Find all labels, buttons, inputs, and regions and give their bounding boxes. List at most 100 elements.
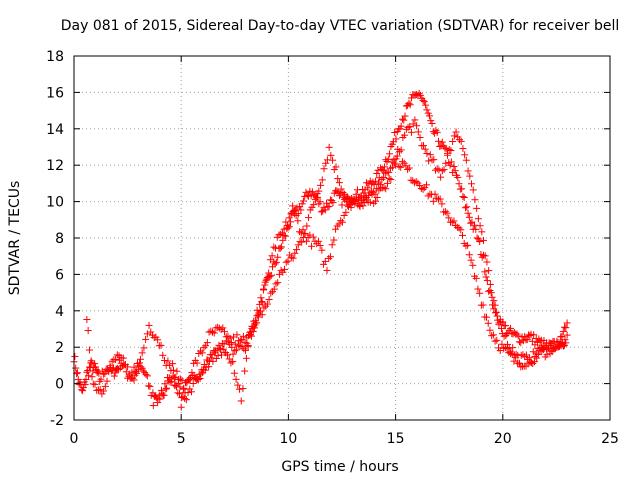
data-point <box>562 324 570 332</box>
data-point <box>119 354 127 362</box>
data-point <box>231 347 239 355</box>
data-point <box>400 116 408 124</box>
data-point <box>312 194 320 202</box>
data-point <box>440 166 448 174</box>
data-point <box>72 364 80 372</box>
data-point <box>476 238 484 246</box>
y-tick-label: 6 <box>55 267 64 283</box>
data-point <box>318 176 326 184</box>
data-point <box>493 312 501 320</box>
data-point <box>236 342 244 350</box>
data-point <box>349 196 357 204</box>
data-point <box>467 256 475 264</box>
data-point <box>128 368 136 376</box>
data-point <box>230 369 238 377</box>
data-point <box>325 254 333 262</box>
data-point <box>82 376 90 384</box>
data-point <box>473 234 481 242</box>
data-point <box>113 351 121 359</box>
data-point <box>274 279 282 287</box>
data-point <box>472 225 480 233</box>
data-point <box>284 221 292 229</box>
data-point <box>457 137 465 145</box>
data-point <box>449 138 457 146</box>
y-tick-label: 10 <box>46 195 64 211</box>
data-point <box>467 180 475 188</box>
data-point <box>404 123 412 131</box>
data-point <box>184 376 192 384</box>
data-point <box>447 146 455 154</box>
data-point <box>197 370 205 378</box>
data-point <box>561 323 569 331</box>
data-point <box>498 340 506 348</box>
data-point <box>473 204 481 212</box>
data-point <box>434 137 442 145</box>
data-point <box>249 327 257 335</box>
data-point <box>92 366 100 374</box>
data-point <box>393 152 401 160</box>
data-point <box>97 375 105 383</box>
data-point <box>181 394 189 402</box>
x-tick-label: 0 <box>70 431 79 447</box>
data-point <box>261 278 269 286</box>
data-point <box>503 345 511 353</box>
data-point <box>457 226 465 234</box>
y-tick-label: 14 <box>46 122 64 138</box>
data-point <box>559 328 567 336</box>
data-point <box>563 319 571 327</box>
data-point <box>416 182 424 190</box>
data-point <box>443 151 451 159</box>
data-point <box>208 351 216 359</box>
data-point <box>277 230 285 238</box>
data-point <box>515 359 523 367</box>
data-point <box>406 101 414 109</box>
data-point <box>423 149 431 157</box>
data-point <box>454 173 462 181</box>
x-tick-label: 5 <box>177 431 186 447</box>
data-point <box>294 217 302 225</box>
data-point <box>424 192 432 200</box>
data-point <box>433 165 441 173</box>
data-point <box>292 212 300 220</box>
data-point <box>215 341 223 349</box>
data-point <box>374 179 382 187</box>
data-point <box>101 382 109 390</box>
data-point <box>83 368 91 376</box>
data-point <box>309 233 317 241</box>
data-point <box>455 180 463 188</box>
data-point <box>232 375 240 383</box>
data-point <box>98 390 106 398</box>
data-point <box>212 354 220 362</box>
y-tick-label: 2 <box>55 340 64 356</box>
data-point <box>373 185 381 193</box>
data-point <box>380 184 388 192</box>
data-point <box>166 361 174 369</box>
data-point <box>532 349 540 357</box>
data-point <box>143 330 151 338</box>
data-point <box>169 372 177 380</box>
data-point <box>438 200 446 208</box>
data-point <box>462 156 470 164</box>
data-point <box>203 339 211 347</box>
data-point <box>523 336 531 344</box>
data-point <box>517 363 525 371</box>
data-point <box>138 349 146 357</box>
data-point <box>478 228 486 236</box>
data-point <box>321 257 329 265</box>
data-point <box>91 380 99 388</box>
data-point <box>282 258 290 266</box>
data-point <box>241 367 249 375</box>
data-point <box>364 184 372 192</box>
data-point <box>73 369 81 377</box>
data-point <box>227 359 235 367</box>
data-point <box>420 98 428 106</box>
data-point <box>416 134 424 142</box>
data-point <box>188 369 196 377</box>
data-point <box>293 246 301 254</box>
data-point <box>93 369 101 377</box>
data-point <box>460 194 468 202</box>
data-point <box>442 159 450 167</box>
data-point <box>344 194 352 202</box>
data-point <box>525 354 533 362</box>
